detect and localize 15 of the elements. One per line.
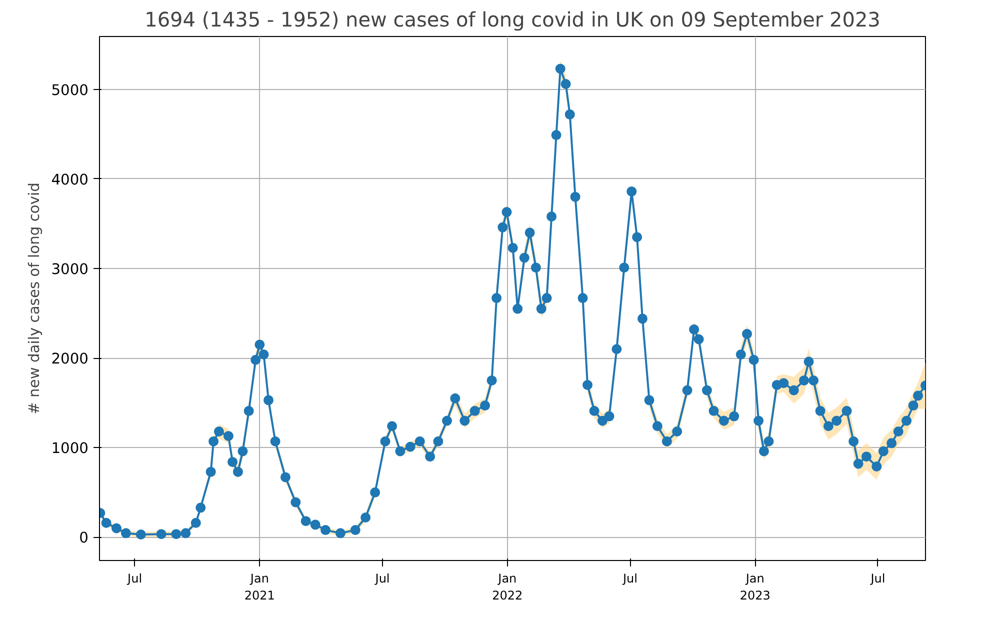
x-tick-label: Jul bbox=[622, 572, 638, 586]
y-tick-label: 0 bbox=[79, 530, 89, 547]
x-tick-label: Jul bbox=[126, 572, 142, 586]
x-tick-label: Jan 2023 bbox=[740, 572, 770, 602]
y-tick-label: 5000 bbox=[51, 82, 89, 99]
chart-title: 1694 (1435 - 1952) new cases of long covid in UK on 09 September 2023 bbox=[144, 8, 880, 32]
y-axis-title: # new daily cases of long covid bbox=[26, 182, 44, 414]
x-tick-label: Jul bbox=[374, 572, 390, 586]
y-tick-label: 3000 bbox=[51, 260, 89, 278]
y-tick-label: 2000 bbox=[51, 350, 89, 368]
y-tick-label: 4000 bbox=[51, 171, 89, 188]
x-tick-label: Jan 2022 bbox=[492, 572, 523, 602]
x-tick-label: Jul bbox=[870, 572, 886, 586]
y-tick-label: 1000 bbox=[51, 440, 89, 458]
x-tick-label: Jan 2021 bbox=[244, 572, 275, 602]
